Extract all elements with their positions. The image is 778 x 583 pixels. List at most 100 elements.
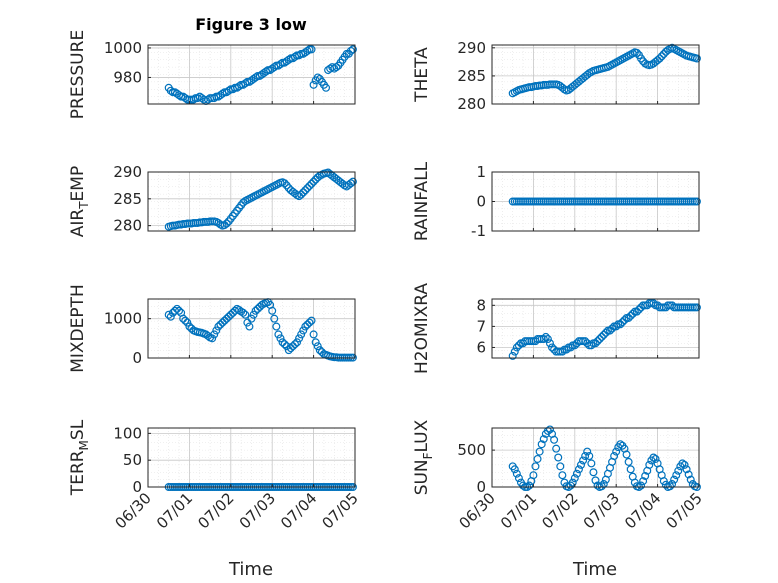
data-point [514, 474, 523, 483]
y-tick-label: 100 [113, 424, 142, 442]
y-axis-label: RAINFALL [412, 161, 432, 241]
data-point [645, 460, 654, 469]
data-point [649, 299, 658, 308]
data-point [251, 306, 260, 315]
data-point [278, 338, 287, 347]
x-axis-label-right: Time [572, 559, 617, 580]
data-point [593, 337, 602, 346]
data-point [595, 335, 604, 344]
data-point [622, 450, 631, 459]
data-point [632, 48, 641, 57]
data-point [290, 340, 299, 349]
data-point [566, 343, 575, 352]
y-tick-label: 285 [113, 190, 142, 208]
data-point [276, 60, 285, 69]
data-point [181, 316, 190, 325]
data-point [637, 481, 646, 490]
data-point [585, 452, 594, 461]
data-point [276, 334, 285, 343]
y-tick-label: 500 [457, 441, 486, 459]
figure-title: Figure 3 low [195, 15, 307, 34]
data-point [579, 456, 588, 465]
data-point [224, 312, 233, 321]
data-point [550, 435, 559, 444]
data-point [290, 52, 299, 61]
x-tick-label: 07/03 [236, 489, 279, 532]
plot-area [148, 428, 355, 487]
data-point [303, 320, 312, 329]
data-point [309, 80, 318, 89]
data-point [510, 465, 519, 474]
data-point [286, 344, 295, 353]
data-point [597, 482, 606, 491]
data-point [570, 341, 579, 350]
data-point [175, 91, 184, 100]
data-point [591, 339, 600, 348]
data-point [284, 346, 293, 355]
data-point [172, 304, 181, 313]
data-point [218, 318, 227, 327]
data-point [305, 318, 314, 327]
y-tick-label: 0 [476, 478, 486, 496]
x-tick-label: 07/03 [580, 489, 623, 532]
axes-box [147, 298, 356, 359]
y-tick-label: 280 [457, 95, 486, 113]
data-point [311, 338, 320, 347]
data-point [616, 320, 625, 329]
subplot-air-temp: 280 285 290 AIRTEMP [68, 163, 357, 237]
y-tick-label: 1000 [104, 39, 142, 57]
data-point [303, 46, 312, 55]
data-point [666, 482, 675, 491]
data-point [692, 54, 701, 63]
data-point [249, 310, 258, 319]
axes-box [491, 44, 700, 105]
data-point [626, 465, 635, 474]
axes-box [491, 298, 700, 359]
data-point [307, 179, 316, 188]
data-point [508, 351, 517, 360]
y-tick-label: 6 [476, 338, 486, 356]
subplot-theta: 280 285 290 THETA [412, 39, 701, 113]
data-point [210, 94, 219, 103]
y-tick-label: -1 [471, 222, 486, 240]
y-axis-label: AIRTEMP [68, 166, 91, 237]
y-axis-label: SUNFLUX [412, 419, 435, 495]
axes-box [147, 44, 356, 105]
y-axis-label: PRESSURE [68, 30, 88, 119]
data-point [659, 49, 668, 58]
data-point [280, 340, 289, 349]
y-axis-label: TERRMSL [68, 419, 91, 496]
data-point [616, 440, 625, 449]
data-point [577, 460, 586, 469]
data-point [548, 343, 557, 352]
data-point [649, 453, 658, 462]
data-point [243, 318, 252, 327]
data-point [692, 303, 701, 312]
data-point [332, 63, 341, 72]
data-point [348, 177, 357, 186]
data-point [562, 345, 571, 354]
data-point [166, 86, 175, 95]
data-point [166, 312, 175, 321]
data-point [305, 181, 314, 190]
data-point [307, 316, 316, 325]
data-point [678, 459, 687, 468]
data-point [247, 314, 256, 323]
data-point [605, 326, 614, 335]
y-tick-label: 0 [132, 478, 142, 496]
data-point [512, 469, 521, 478]
data-point [268, 306, 277, 315]
data-point [632, 307, 641, 316]
y-tick-label: 285 [457, 67, 486, 85]
data-point [624, 457, 633, 466]
data-point [175, 306, 184, 315]
y-tick-label: 290 [457, 39, 486, 57]
data-point [529, 471, 538, 480]
data-point [307, 45, 316, 54]
axes-box [491, 427, 700, 488]
x-tick-label: 07/05 [663, 489, 706, 532]
y-axis-label: MIXDEPTH [68, 284, 88, 373]
data-point [570, 474, 579, 483]
data-point [618, 318, 627, 327]
data-point [597, 332, 606, 341]
